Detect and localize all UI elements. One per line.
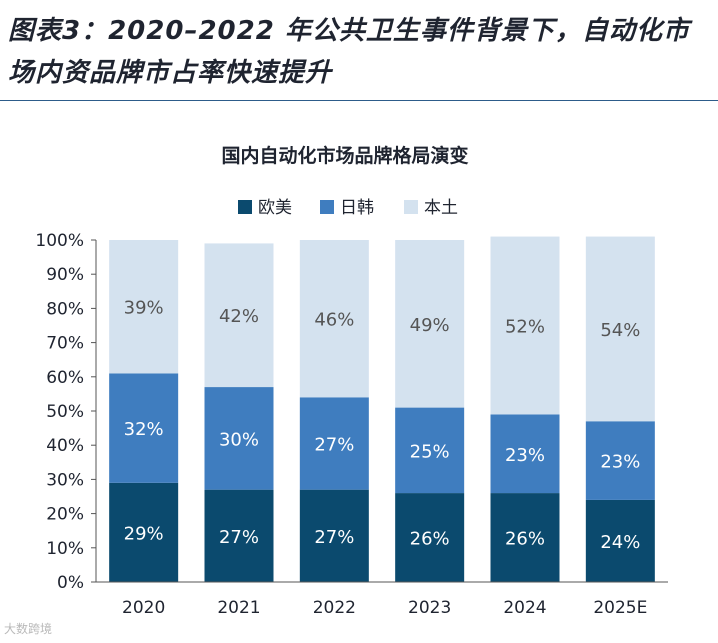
data-label-2021-1: 27%: [219, 527, 259, 548]
y-tick-label: 90%: [46, 265, 84, 285]
x-tick-label: 2023: [408, 598, 451, 618]
bar-segment-2023-1: [395, 493, 465, 582]
y-axis: 0% 10% 20% 30% 40% 50% 60% 70% 80% 90% 100%: [35, 231, 97, 593]
data-label-2020-3: 39%: [124, 298, 164, 319]
x-tick-label: 2025E: [593, 598, 647, 618]
data-label-2021-2: 30%: [219, 429, 259, 450]
bar-segment-2020-1: [109, 482, 179, 582]
y-tick-label: 20%: [46, 505, 84, 525]
y-tick-label: 40%: [46, 436, 84, 456]
x-tick-label: 2022: [313, 598, 356, 618]
chart-legend: 欧美 日韩 本土: [238, 198, 458, 218]
watermark: 大数跨境: [4, 622, 53, 636]
bar-segment-2025E-3: [585, 236, 655, 422]
bar-segment-2021-1: [204, 489, 274, 582]
data-label-2022-2: 27%: [314, 434, 354, 455]
y-tick-label: 30%: [46, 470, 84, 490]
legend-swatch-2: [320, 200, 334, 214]
data-label-2025E-1: 24%: [600, 532, 640, 553]
data-label-2020-2: 32%: [124, 419, 164, 440]
bar-segment-2022-3: [299, 240, 369, 398]
bar-segment-2020-2: [109, 373, 179, 483]
data-label-2025E-2: 23%: [600, 452, 640, 473]
bar-segment-2022-2: [299, 397, 369, 490]
bar-segment-2023-3: [395, 240, 465, 408]
chart-title: 国内自动化市场品牌格局演变: [221, 144, 468, 167]
y-tick-label: 0%: [57, 573, 84, 593]
bar-segment-2025E-2: [585, 421, 655, 500]
data-label-2023-3: 49%: [410, 315, 450, 336]
x-tick-label: 2020: [122, 598, 165, 618]
data-label-2020-1: 29%: [124, 523, 164, 544]
bar-segment-2023-2: [395, 407, 465, 494]
bar-segment-2024-1: [490, 493, 560, 582]
bar-series: 29% 32% 39% 27% 30% 42% 27% 27% 46% 26% 25% 49% 26% 2…: [109, 236, 655, 582]
bar-segment-2021-3: [204, 243, 274, 388]
data-label-2025E-3: 54%: [600, 320, 640, 341]
y-tick-label: 100%: [35, 231, 84, 251]
bar-segment-2024-3: [490, 236, 560, 415]
bar-segment-2025E-1: [585, 499, 655, 582]
bar-segment-2024-2: [490, 414, 560, 494]
data-label-2023-2: 25%: [410, 441, 450, 462]
data-label-2024-3: 52%: [505, 317, 545, 338]
legend-swatch-1: [238, 200, 252, 214]
y-tick-label: 80%: [46, 299, 84, 319]
bar-segment-2022-1: [299, 489, 369, 582]
figure-title: 图表3：2020–2022 年公共卫生事件背景下，自动化市场内资品牌市占率快速提…: [8, 16, 690, 88]
data-label-2023-1: 26%: [410, 529, 450, 550]
y-tick-label: 60%: [46, 368, 84, 388]
data-label-2024-1: 26%: [505, 529, 545, 550]
x-axis: 2020 2021 2022 2023 2024 2025E: [96, 581, 668, 618]
data-label-2022-3: 46%: [314, 310, 354, 331]
data-label-2024-2: 23%: [505, 445, 545, 466]
title-divider: [0, 100, 718, 101]
y-tick-label: 50%: [46, 402, 84, 422]
data-label-2022-1: 27%: [314, 527, 354, 548]
bar-segment-2020-3: [109, 240, 179, 374]
y-tick-label: 10%: [46, 539, 84, 559]
legend-label-2: 日韩: [340, 198, 374, 218]
legend-label-3: 本土: [424, 198, 458, 218]
legend-swatch-3: [404, 200, 418, 214]
x-tick-label: 2024: [503, 598, 546, 618]
bar-segment-2021-2: [204, 387, 274, 490]
x-tick-label: 2021: [217, 598, 260, 618]
y-tick-label: 70%: [46, 334, 84, 354]
data-label-2021-3: 42%: [219, 306, 259, 327]
legend-label-1: 欧美: [258, 198, 292, 218]
